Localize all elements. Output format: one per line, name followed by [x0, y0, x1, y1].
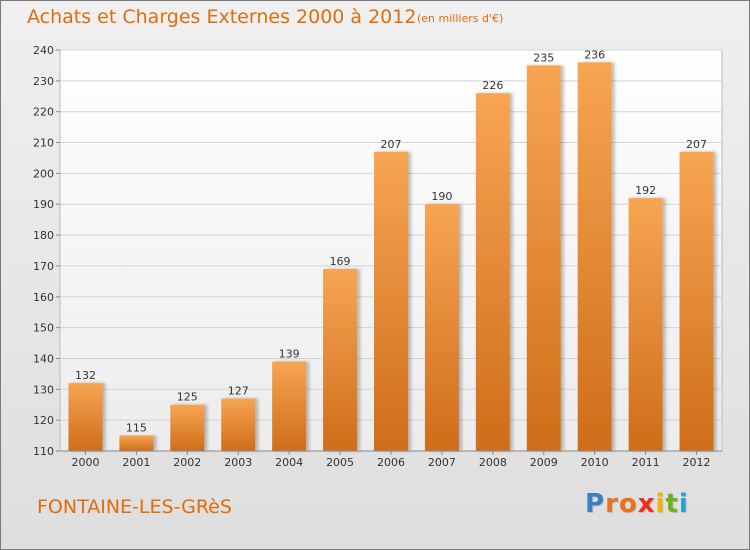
y-tick-label: 150 [33, 322, 54, 335]
x-tick-label: 2005 [326, 456, 354, 469]
y-tick-label: 170 [33, 260, 54, 273]
logo-letter: i [655, 489, 666, 519]
x-axis: 2000 2001 2002 2003 2004 2005 2006 2007 2008 2009… [60, 450, 722, 469]
y-tick-label: 210 [33, 137, 54, 150]
x-tick-label: 2001 [122, 456, 150, 469]
y-tick-label: 140 [33, 352, 54, 365]
bar-2000 [68, 383, 103, 451]
x-tick-label: 2011 [632, 456, 660, 469]
bar-2002 [170, 404, 205, 451]
y-tick-label: 180 [33, 229, 54, 242]
y-tick-label: 220 [33, 106, 54, 119]
data-label: 132 [75, 369, 96, 382]
data-label: 207 [381, 138, 402, 151]
y-tick-label: 160 [33, 291, 54, 304]
data-label: 190 [431, 190, 452, 203]
proxiti-logo: Proxiti [585, 489, 689, 519]
x-tick-label: 2009 [530, 456, 558, 469]
bar-2012 [679, 151, 714, 452]
data-label: 235 [533, 51, 554, 64]
data-label: 236 [584, 48, 605, 61]
y-tick-label: 200 [33, 167, 54, 180]
y-tick-label: 130 [33, 383, 54, 396]
chart-unit-label: (en milliers d'€) [417, 12, 504, 25]
bar-2006 [374, 151, 408, 452]
bar-2004 [272, 361, 307, 451]
x-tick-label: 2007 [428, 456, 456, 469]
y-tick-label: 110 [33, 445, 54, 458]
bar-2003 [221, 398, 256, 451]
x-tick-label: 2003 [224, 456, 252, 469]
bar-2011 [628, 198, 663, 451]
logo-letter: P [585, 489, 606, 519]
y-tick-label: 120 [33, 414, 54, 427]
data-label: 125 [177, 391, 198, 404]
data-label: 139 [279, 348, 300, 361]
x-tick-label: 2000 [71, 456, 99, 469]
commune-name: FONTAINE-LES-GRèS [37, 496, 232, 518]
data-label: 169 [330, 255, 351, 268]
logo-letter: r [605, 489, 619, 519]
y-tick-label: 190 [33, 198, 54, 211]
bar-2009 [526, 65, 561, 451]
data-label: 226 [482, 79, 503, 92]
x-tick-label: 2010 [581, 456, 609, 469]
bars: 132 115 125 127 139 169 207 190 226 235 236 192 207 [68, 48, 714, 452]
y-tick-label: 240 [33, 44, 54, 57]
y-tick-label: 230 [33, 75, 54, 88]
x-tick-label: 2012 [683, 456, 711, 469]
x-tick-label: 2006 [377, 456, 405, 469]
logo-letter: i [678, 489, 689, 519]
bar-2001 [119, 435, 154, 451]
y-axis: 110 120 130 140 150 160 170 180 190 200 210 220 230 2… [33, 44, 60, 458]
bar-2010 [577, 62, 612, 451]
x-tick-label: 2008 [479, 456, 507, 469]
logo-letter: t [665, 489, 679, 519]
data-label: 207 [686, 138, 707, 151]
bar-2007 [424, 204, 459, 451]
chart-title: Achats et Charges Externes 2000 à 2012 [27, 6, 417, 28]
bar-2005 [323, 269, 358, 451]
bar-2008 [475, 93, 510, 451]
x-tick-label: 2004 [275, 456, 303, 469]
data-label: 127 [228, 385, 249, 398]
logo-letter: x [637, 489, 656, 519]
x-tick-label: 2002 [173, 456, 201, 469]
data-label: 192 [635, 184, 656, 197]
logo-letter: o [618, 489, 638, 519]
data-label: 115 [126, 422, 147, 435]
